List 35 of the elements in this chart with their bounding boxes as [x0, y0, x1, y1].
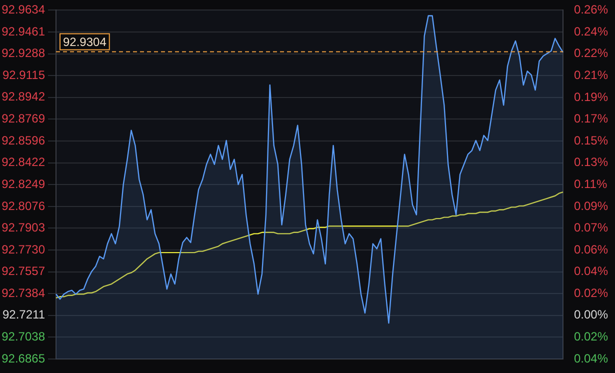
y-tick-label: 92.7038 — [2, 330, 46, 344]
y2-tick-label: 0.26% — [574, 2, 608, 17]
y-tick-label: 92.7211 — [2, 308, 46, 322]
y-tick-label: 92.9634 — [2, 2, 46, 17]
y2-tick-label: 0.04% — [574, 264, 608, 278]
y-tick-label: 92.8076 — [2, 198, 46, 213]
y2-tick-label: 0.06% — [574, 242, 608, 256]
y-tick-label: 92.8249 — [2, 176, 46, 191]
y2-tick-label: 0.02% — [574, 330, 608, 344]
y2-tick-label: 0.21% — [574, 68, 608, 82]
y-tick-label: 92.7384 — [2, 286, 46, 300]
y-tick-label: 92.8596 — [2, 133, 46, 148]
y2-tick-label: 0.09% — [574, 198, 608, 213]
y-tick-label: 92.8942 — [2, 90, 46, 104]
y2-tick-label: 0.04% — [574, 351, 608, 366]
y-tick-label: 92.9461 — [2, 24, 46, 38]
y2-tick-label: 0.02% — [574, 286, 608, 300]
y2-tick-label: 0.13% — [574, 155, 608, 170]
y2-tick-label: 0.22% — [574, 46, 608, 60]
y2-tick-label: 0.00% — [574, 308, 608, 322]
y2-tick-label: 0.15% — [574, 133, 608, 148]
y-tick-label: 92.7730 — [2, 242, 46, 256]
y2-tick-label: 0.17% — [574, 112, 608, 126]
y-tick-label: 92.7903 — [2, 220, 46, 235]
y2-tick-label: 0.19% — [574, 90, 608, 104]
y-tick-label: 92.9115 — [2, 68, 46, 82]
y2-tick-label: 0.24% — [574, 24, 608, 38]
y-tick-label: 92.7557 — [2, 264, 46, 278]
y2-tick-label: 0.11% — [574, 177, 608, 192]
ref-line-label: 92.9304 — [63, 35, 107, 50]
y-tick-label: 92.6865 — [2, 351, 46, 366]
y-tick-label: 92.8422 — [2, 155, 46, 170]
y-tick-label: 92.8769 — [2, 111, 46, 126]
y-tick-label: 92.9288 — [2, 46, 46, 60]
y2-tick-label: 0.07% — [574, 220, 608, 235]
